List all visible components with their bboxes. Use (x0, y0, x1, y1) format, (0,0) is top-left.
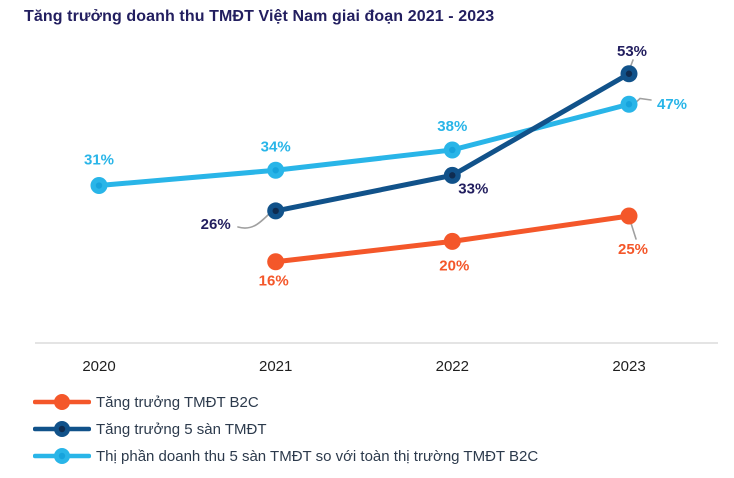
data-label: 53% (617, 43, 647, 60)
data-label: 20% (439, 257, 469, 274)
label-leader-line (237, 212, 271, 229)
data-point-center (272, 258, 279, 265)
data-point-center (449, 146, 456, 154)
data-point-center (449, 172, 456, 179)
legend-dot-center (58, 398, 66, 406)
legend-marker-icon (33, 394, 91, 410)
data-label: 16% (259, 273, 289, 290)
series-line-2 (96, 101, 632, 189)
chart-legend: Tăng trưởng TMĐT B2C Tăng trưởng 5 sàn T… (33, 393, 538, 465)
data-label: 38% (437, 118, 467, 135)
data-point-center (95, 182, 103, 189)
legend-dot-center (58, 425, 66, 433)
data-label: 31% (84, 152, 114, 169)
legend-item-tang-truong-5-san-tmdt[interactable]: Tăng trưởng 5 sàn TMĐT (33, 420, 538, 438)
data-point-center (625, 70, 633, 77)
legend-dot-center (58, 452, 66, 460)
data-label: 34% (261, 138, 291, 155)
legend-label: Tăng trưởng TMĐT B2C (96, 393, 259, 411)
data-label: 25% (618, 241, 648, 258)
legend-label: Tăng trưởng 5 sàn TMĐT (96, 420, 267, 438)
data-label: 33% (458, 180, 488, 197)
data-label: 47% (657, 96, 687, 113)
data-point-center (449, 238, 456, 245)
data-point-center (272, 207, 279, 215)
data-label: 26% (201, 216, 231, 233)
data-point-center (625, 212, 633, 220)
x-tick-label-2022: 2022 (436, 358, 469, 375)
data-point-center (272, 167, 279, 174)
chart-title: Tăng trưởng doanh thu TMĐT Việt Nam giai… (24, 8, 495, 25)
legend-marker-icon (33, 421, 91, 437)
x-tick-label-2021: 2021 (259, 358, 292, 375)
x-tick-label-2023: 2023 (612, 358, 645, 375)
legend-label: Thị phần doanh thu 5 sàn TMĐT so với toà… (96, 447, 539, 465)
x-tick-label-2020: 2020 (82, 358, 115, 375)
legend-item-tang-truong-tmdt-b2c[interactable]: Tăng trưởng TMĐT B2C (33, 393, 538, 411)
legend-item-thi-phan-doanh-thu[interactable]: Thị phần doanh thu 5 sàn TMĐT so với toà… (33, 447, 538, 465)
data-point-center (625, 101, 633, 108)
legend-marker-icon (33, 448, 91, 464)
